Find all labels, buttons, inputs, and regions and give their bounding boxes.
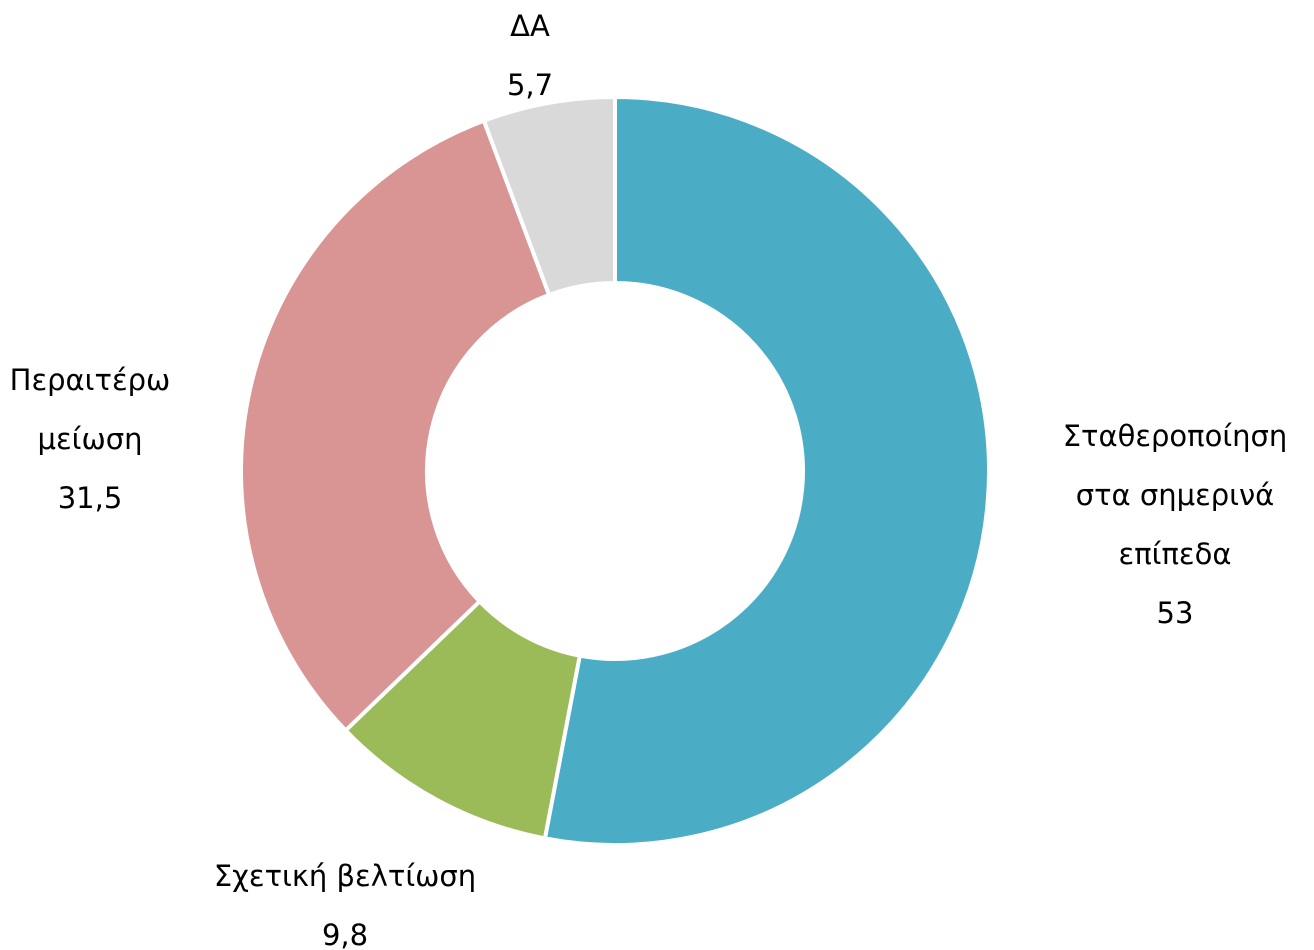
value-label: 9,8 bbox=[322, 918, 368, 950]
category-label: επίπεδα bbox=[1119, 537, 1232, 571]
value-label: 5,7 bbox=[507, 68, 553, 102]
category-label: στα σημερινά bbox=[1076, 478, 1275, 512]
data-label: Περαιτέρω μείωση 31,5 bbox=[10, 363, 171, 515]
data-label: Σταθεροποίηση στα σημερινά επίπεδα 53 bbox=[1063, 419, 1288, 630]
donut-segment bbox=[542, 94, 991, 847]
category-label: Περαιτέρω bbox=[10, 363, 171, 397]
data-label: Σχετική βελτίωση 9,8 bbox=[214, 859, 476, 950]
value-label: 31,5 bbox=[58, 481, 123, 515]
category-label: Σχετική βελτίωση bbox=[214, 859, 476, 893]
donut-segment bbox=[481, 94, 617, 298]
category-label: μείωση bbox=[38, 422, 143, 456]
category-label: ΔΑ bbox=[510, 9, 550, 43]
data-label: ΔΑ 5,7 bbox=[507, 9, 553, 102]
donut-segment bbox=[239, 118, 552, 734]
category-label: Σταθεροποίηση bbox=[1063, 419, 1288, 453]
value-label: 53 bbox=[1157, 596, 1194, 630]
